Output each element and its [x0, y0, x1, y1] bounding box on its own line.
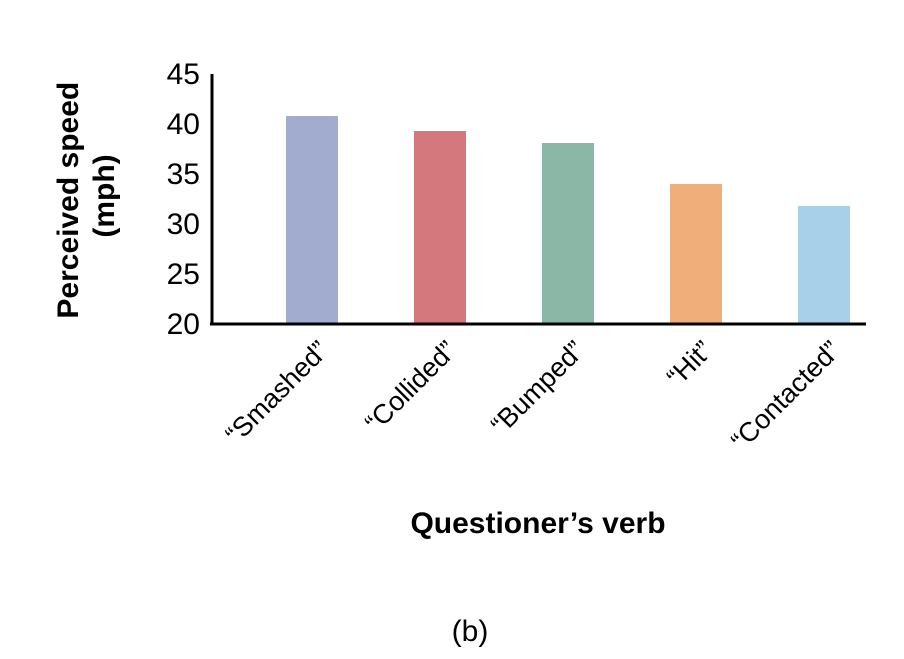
x-category-label: “Contacted”	[725, 335, 846, 456]
y-tick-labels: 20 25 30 35 40 45	[167, 58, 200, 341]
x-category-label: “Hit”	[661, 335, 718, 392]
bar	[798, 206, 850, 324]
y-tick-label: 45	[167, 58, 200, 91]
y-tick-label: 40	[167, 108, 200, 141]
panel-label: (b)	[452, 615, 489, 648]
x-category-label: “Bumped”	[485, 335, 590, 440]
y-axis-title-line2: (mph)	[88, 154, 121, 237]
bar	[414, 131, 466, 324]
y-tick-label: 30	[167, 208, 200, 241]
bar	[286, 116, 338, 324]
bar	[670, 184, 722, 324]
x-category-labels: “Smashed” “Collided” “Bumped” “Hit” “Contact…	[220, 335, 847, 456]
y-axis-title: Perceived speed (mph)	[52, 73, 121, 318]
bars-group	[286, 116, 850, 324]
x-category-label: “Smashed”	[220, 335, 335, 450]
bar	[542, 143, 594, 324]
x-axis-title: Questioner’s verb	[410, 507, 665, 540]
y-axis-title-line1: Perceived speed	[52, 82, 85, 319]
y-tick-label: 25	[167, 258, 200, 291]
y-tick-label: 20	[167, 308, 200, 341]
x-category-label: “Collided”	[359, 335, 462, 438]
y-tick-label: 35	[167, 158, 200, 191]
